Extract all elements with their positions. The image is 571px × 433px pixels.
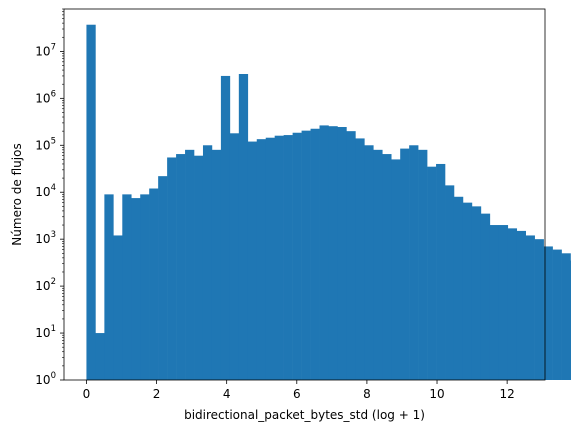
y-tick-label: 100 — [35, 371, 56, 387]
histogram-bar — [247, 141, 258, 380]
x-tick-label: 10 — [429, 387, 444, 401]
histogram-bar — [364, 145, 374, 380]
y-axis-label: Número de flujos — [10, 143, 24, 245]
histogram-bar — [149, 188, 159, 380]
histogram-bar — [140, 194, 150, 380]
histogram-bar — [525, 235, 535, 380]
histogram-bar — [131, 198, 141, 380]
histogram-bar — [256, 139, 267, 380]
histogram-bar — [176, 154, 186, 380]
histogram-bar — [516, 230, 526, 380]
histogram-bar — [507, 228, 518, 380]
histogram-bar — [86, 24, 96, 380]
histogram-bar — [471, 206, 482, 380]
x-tick-label: 4 — [223, 387, 231, 401]
histogram-bar — [319, 125, 329, 380]
histogram-bar — [337, 127, 347, 380]
histogram-bar — [328, 126, 338, 380]
histogram-bar — [95, 333, 105, 380]
histogram-bar — [382, 154, 392, 380]
histogram-bar — [265, 137, 275, 380]
histogram-bar — [561, 253, 571, 380]
x-axis: 0 2 4 6 8 10 12 — [83, 380, 515, 401]
x-tick-label: 2 — [153, 387, 161, 401]
histogram-bar — [220, 75, 231, 380]
y-tick-label: 101 — [35, 324, 56, 340]
histogram-bar — [301, 130, 311, 380]
histogram-bar — [409, 145, 419, 380]
histogram-bar — [427, 166, 437, 380]
y-tick-label: 103 — [35, 230, 56, 246]
histogram-bar — [104, 194, 114, 380]
histogram-bar — [391, 159, 401, 380]
histogram-bar — [355, 138, 365, 380]
histogram-bar — [238, 74, 249, 380]
y-tick-label: 102 — [35, 277, 56, 293]
histogram-bar — [292, 132, 302, 380]
x-axis-label: bidirectional_packet_bytes_std (log + 1) — [184, 408, 425, 422]
histogram-bar — [373, 149, 383, 380]
histogram-bar — [543, 246, 553, 380]
histogram-bar — [346, 131, 356, 380]
histogram-bar — [310, 128, 320, 380]
histogram-bar — [229, 133, 240, 380]
y-tick-label: 104 — [35, 183, 56, 199]
histogram-bar — [453, 196, 464, 380]
y-axis: 100 101 102 103 104 105 106 107 — [35, 8, 64, 387]
histogram-bar — [185, 149, 195, 380]
histogram-bar — [158, 176, 168, 380]
histogram-bar — [202, 145, 213, 380]
y-tick-label: 107 — [35, 42, 56, 58]
histogram-bar — [274, 135, 284, 380]
histogram-bar — [211, 149, 222, 380]
y-tick-label: 106 — [35, 89, 56, 105]
histogram-bar — [113, 235, 123, 380]
histogram-bar — [462, 202, 473, 380]
histogram-bar — [400, 148, 410, 380]
histogram-bars — [86, 24, 571, 380]
histogram-bar — [436, 163, 446, 380]
histogram-bar — [194, 155, 204, 380]
histogram-bar — [167, 157, 177, 380]
histogram-bar — [122, 194, 132, 380]
histogram-bar — [480, 213, 491, 380]
histogram-bar — [498, 225, 509, 380]
y-tick-label: 105 — [35, 136, 56, 152]
histogram-bar — [552, 249, 562, 380]
x-tick-label: 0 — [83, 387, 91, 401]
x-tick-label: 12 — [499, 387, 514, 401]
histogram-bar — [283, 135, 293, 380]
histogram-bar — [534, 239, 544, 380]
histogram-bar — [489, 225, 500, 380]
histogram-bar — [445, 185, 455, 380]
x-tick-label: 6 — [293, 387, 301, 401]
histogram-bar — [418, 149, 428, 380]
x-tick-label: 8 — [363, 387, 371, 401]
